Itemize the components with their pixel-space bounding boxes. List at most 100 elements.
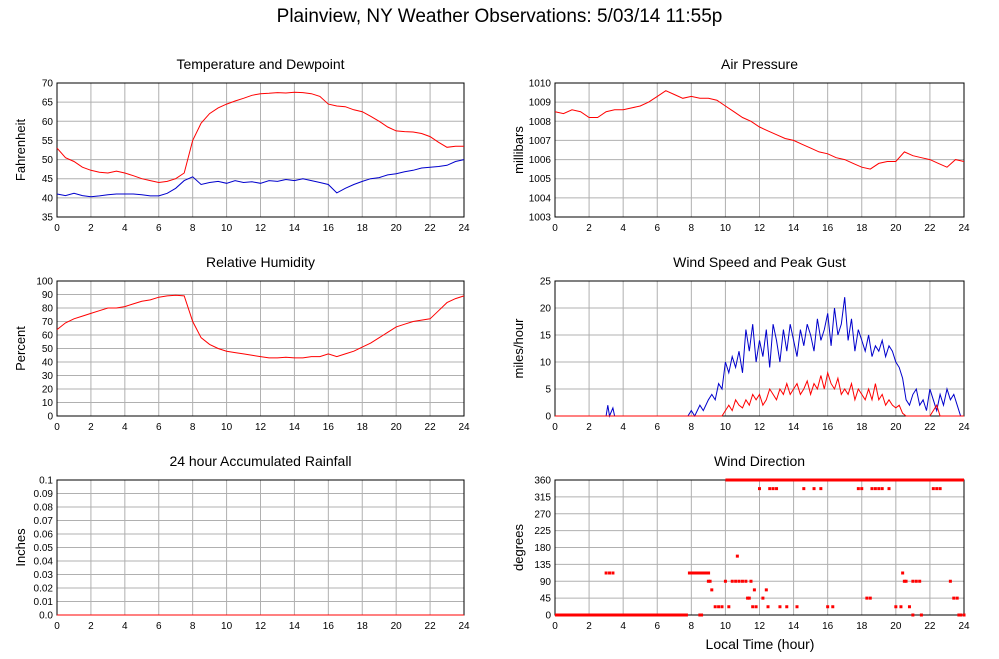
plot-frame [56, 280, 465, 417]
y-tick-label: 0.01 [34, 597, 54, 608]
direction-point [611, 571, 615, 575]
x-axis-label: Local Time (hour) [705, 636, 815, 652]
y-tick-label: 90 [42, 290, 54, 301]
pressure-chart: 0 2 4 6 8 10 12 14 16 18 20 22 241003100410051006100… [511, 56, 970, 234]
y-tick-label: 0.02 [34, 584, 54, 595]
direction-point [706, 579, 710, 583]
x-tick-label: 0 [54, 621, 60, 632]
direction-point [894, 605, 898, 609]
direction-point [870, 487, 874, 491]
y-tick-label: 45 [540, 594, 552, 605]
direction-point [955, 596, 959, 600]
direction-point [746, 596, 750, 600]
x-tick-label: 12 [255, 223, 267, 234]
y-tick-label: 90 [540, 577, 552, 588]
x-tick-label: 2 [88, 621, 94, 632]
x-tick-label: 22 [425, 422, 437, 433]
x-tick-label: 6 [156, 422, 162, 433]
x-tick-label: 20 [391, 621, 403, 632]
x-tick-label: 20 [890, 621, 902, 632]
x-tick-label: 12 [255, 621, 267, 632]
chart-title: Wind Direction [714, 453, 805, 469]
direction-point [720, 605, 724, 609]
x-tick-label: 24 [958, 621, 970, 632]
x-tick-label: 2 [586, 223, 592, 234]
direction-point [868, 596, 872, 600]
direction-point [880, 487, 884, 491]
page-title: Plainview, NY Weather Observations: 5/03… [276, 6, 723, 27]
x-tick-label: 4 [122, 223, 128, 234]
y-tick-label: 40 [42, 358, 54, 369]
direction-point [931, 487, 935, 491]
y-tick-label: 0.07 [34, 516, 54, 527]
direction-point [751, 605, 755, 609]
direction-point [752, 588, 756, 592]
x-tick-label: 14 [788, 223, 800, 234]
x-tick-label: 14 [289, 621, 301, 632]
y-tick-label: 1010 [529, 79, 552, 90]
x-tick-label: 16 [822, 621, 834, 632]
direction-point [737, 579, 741, 583]
direction-chart: 0 2 4 6 8 10 12 14 16 18 20 22 240459013518022527031… [511, 453, 970, 632]
direction-point [710, 588, 714, 592]
x-tick-label: 0 [54, 223, 60, 234]
x-tick-label: 6 [654, 422, 660, 433]
x-tick-label: 8 [190, 621, 196, 632]
direction-point [775, 487, 779, 491]
x-tick-label: 16 [323, 422, 335, 433]
y-tick-label: 70 [42, 317, 54, 328]
y-tick-label: 0.04 [34, 557, 54, 568]
x-tick-label: 22 [924, 621, 936, 632]
y-tick-label: 35 [42, 213, 54, 224]
y-tick-label: 30 [42, 371, 54, 382]
y-tick-label: 50 [42, 344, 54, 355]
x-tick-label: 22 [924, 422, 936, 433]
x-tick-label: 0 [54, 422, 60, 433]
y-axis-label: Percent [13, 326, 28, 371]
direction-point [918, 579, 922, 583]
x-tick-label: 10 [221, 621, 233, 632]
direction-point [723, 579, 727, 583]
y-tick-label: 360 [534, 476, 551, 487]
y-tick-label: 0.03 [34, 570, 54, 581]
x-tick-label: 24 [458, 223, 470, 234]
x-tick-label: 18 [856, 223, 868, 234]
direction-point [911, 613, 915, 617]
y-tick-label: 1005 [529, 174, 552, 185]
y-tick-label: 15 [540, 331, 552, 342]
y-tick-label: 60 [42, 117, 54, 128]
direction-point [735, 554, 739, 558]
direction-point [938, 487, 942, 491]
y-tick-label: 180 [534, 543, 551, 554]
direction-point [907, 605, 911, 609]
direction-point [877, 487, 881, 491]
x-tick-label: 20 [391, 422, 403, 433]
direction-point [785, 605, 789, 609]
direction-point [826, 605, 830, 609]
y-tick-label: 1007 [529, 136, 552, 147]
y-tick-label: 270 [534, 509, 551, 520]
x-tick-label: 8 [689, 223, 695, 234]
temperature-series-0-line [56, 91, 464, 184]
wind-series-0-line [555, 297, 964, 418]
direction-point [747, 596, 751, 600]
direction-point [727, 605, 731, 609]
direction-point [749, 579, 753, 583]
x-tick-label: 10 [720, 223, 732, 234]
x-tick-label: 20 [890, 223, 902, 234]
temperature-chart: 0 2 4 6 8 10 12 14 16 18 20 22 243540455055606570Tem… [13, 56, 470, 234]
direction-point [952, 596, 956, 600]
y-tick-label: 20 [42, 385, 54, 396]
x-tick-label: 10 [221, 223, 233, 234]
x-tick-label: 16 [323, 621, 335, 632]
plot-frame [554, 280, 965, 417]
direction-point [608, 571, 612, 575]
direction-point [812, 487, 816, 491]
x-tick-label: 4 [620, 422, 626, 433]
y-tick-label: 1009 [529, 98, 552, 109]
y-tick-label: 0.08 [34, 503, 54, 514]
x-tick-label: 10 [221, 422, 233, 433]
y-tick-label: 65 [42, 98, 54, 109]
y-tick-label: 0.0 [39, 611, 53, 622]
